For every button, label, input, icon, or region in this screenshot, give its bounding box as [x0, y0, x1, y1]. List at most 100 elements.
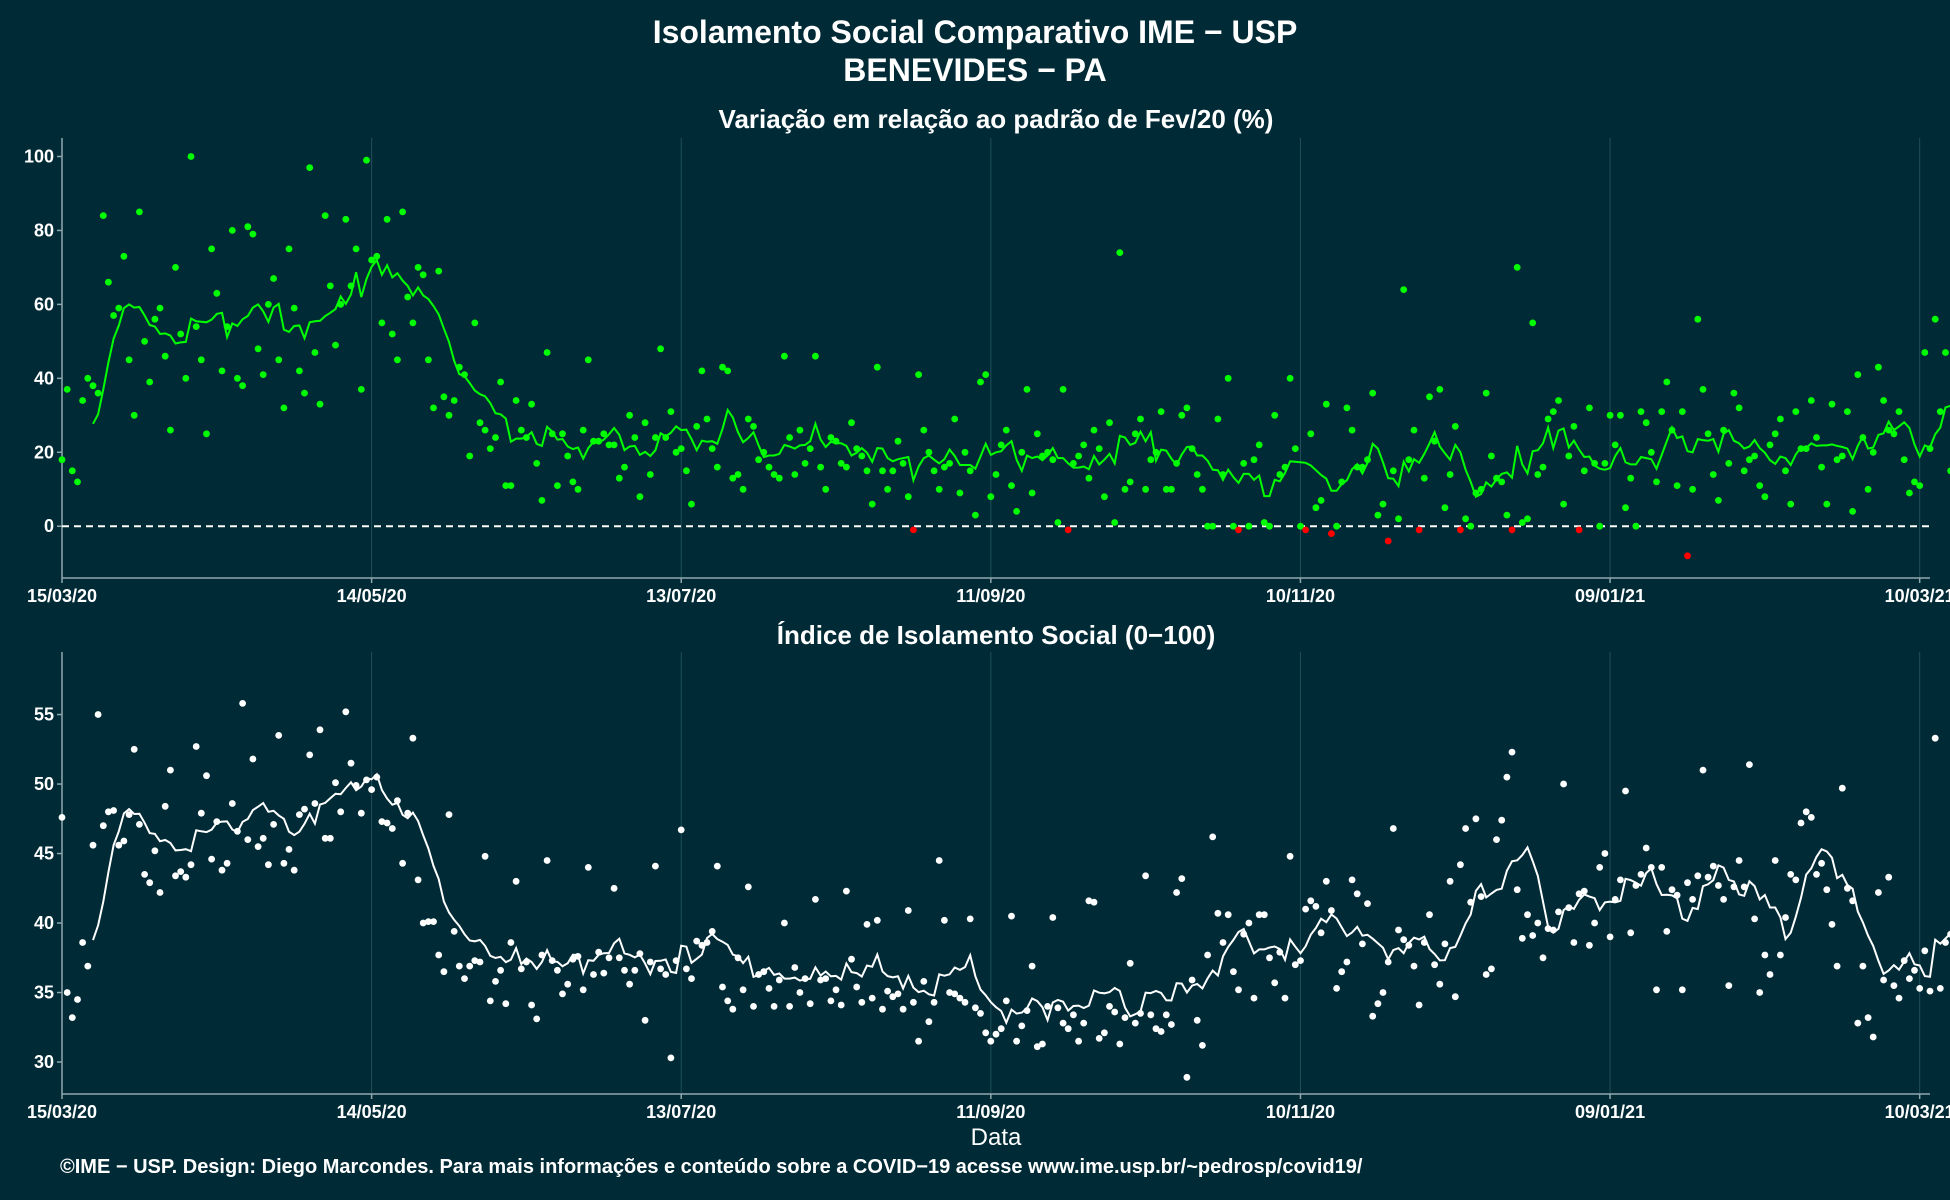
data-point: [992, 471, 1000, 478]
data-point: [1209, 522, 1217, 530]
data-point: [1028, 489, 1036, 497]
data-point: [1544, 925, 1552, 932]
data-point: [579, 426, 587, 434]
data-point: [125, 356, 133, 364]
data-point: [1864, 485, 1872, 493]
data-point: [1044, 1003, 1051, 1010]
data-point: [1033, 1043, 1041, 1051]
data-point: [1844, 884, 1851, 892]
data-point: [502, 1000, 510, 1008]
data-point: [342, 215, 350, 223]
data-point: [1364, 456, 1371, 464]
data-point: [1653, 478, 1660, 486]
data-point: [182, 873, 190, 881]
data-point: [1565, 452, 1573, 460]
data-point: [1575, 526, 1583, 534]
data-point: [1503, 511, 1511, 519]
data-point: [750, 423, 757, 430]
data-point: [636, 493, 644, 501]
data-point: [853, 983, 861, 991]
data-point: [1317, 497, 1325, 504]
data-point: [1771, 857, 1779, 864]
data-point: [409, 319, 417, 327]
data-point: [1162, 1011, 1170, 1019]
data-point: [1044, 448, 1051, 456]
data-point: [357, 386, 365, 393]
data-point: [533, 1015, 541, 1023]
data-point: [1106, 1003, 1113, 1010]
data-point: [724, 997, 732, 1005]
data-point: [1802, 808, 1810, 816]
data-point: [956, 489, 964, 497]
data-point: [1596, 864, 1604, 871]
data-point: [1157, 408, 1165, 415]
data-point: [259, 834, 267, 842]
data-point: [672, 957, 680, 964]
data-point: [1730, 883, 1738, 891]
data-point: [1493, 474, 1500, 482]
data-point: [218, 367, 226, 375]
data-point: [1601, 850, 1609, 857]
data-point: [1642, 844, 1650, 852]
data-point: [930, 998, 938, 1006]
y-tick-label: 100: [24, 146, 54, 166]
x-tick-label: 10/11/20: [1266, 1102, 1335, 1122]
y-tick-label: 50: [34, 774, 54, 794]
data-point: [631, 434, 639, 441]
data-point: [1591, 919, 1598, 927]
data-point: [342, 708, 350, 716]
data-point: [223, 323, 231, 330]
data-point: [1101, 1029, 1108, 1037]
data-point: [662, 434, 670, 441]
data-point: [1560, 780, 1567, 788]
data-point: [605, 954, 613, 962]
data-point: [471, 319, 479, 327]
data-point: [306, 164, 314, 172]
data-point: [74, 996, 81, 1003]
data-point: [1276, 948, 1284, 956]
data-point: [1792, 408, 1800, 415]
data-point: [1080, 441, 1088, 449]
data-point: [1875, 363, 1882, 371]
data-point: [827, 997, 835, 1005]
y-tick-label: 80: [34, 220, 54, 240]
data-point: [1658, 408, 1666, 415]
data-point: [1364, 900, 1371, 907]
data-point: [1266, 954, 1273, 962]
data-point: [1018, 1022, 1026, 1030]
data-point: [1441, 504, 1449, 512]
data-point: [739, 485, 747, 493]
x-tick-label: 15/03/20: [27, 1102, 97, 1122]
data-point: [1534, 919, 1542, 927]
index-panel: Índice de Isolamento Social (0−100) 30 35 4…: [27, 620, 1950, 1151]
data-point: [1116, 249, 1124, 256]
data-point: [1328, 907, 1335, 914]
data-point: [1168, 1021, 1175, 1028]
data-point: [58, 456, 66, 464]
data-point: [1090, 898, 1098, 906]
data-point: [440, 393, 448, 401]
data-point: [476, 419, 484, 427]
x-tick-label: 10/03/21: [1885, 1102, 1950, 1122]
data-point: [94, 389, 102, 397]
data-point: [1188, 445, 1196, 452]
y-tick-label: 45: [34, 844, 54, 864]
data-point: [68, 1014, 76, 1021]
data-point: [497, 966, 504, 974]
data-point: [285, 245, 293, 253]
data-point: [512, 397, 520, 404]
data-point: [1926, 987, 1934, 995]
data-point: [801, 975, 809, 982]
data-point: [1663, 378, 1671, 386]
data-point: [466, 962, 474, 970]
data-point: [879, 467, 886, 475]
data-point: [1498, 478, 1506, 486]
data-point: [1828, 400, 1836, 408]
data-point: [1338, 968, 1346, 976]
data-point: [1276, 471, 1284, 478]
data-point: [1353, 463, 1361, 471]
data-point: [724, 367, 732, 375]
data-point: [99, 822, 107, 830]
data-point: [879, 1005, 886, 1013]
data-point: [1013, 508, 1020, 515]
